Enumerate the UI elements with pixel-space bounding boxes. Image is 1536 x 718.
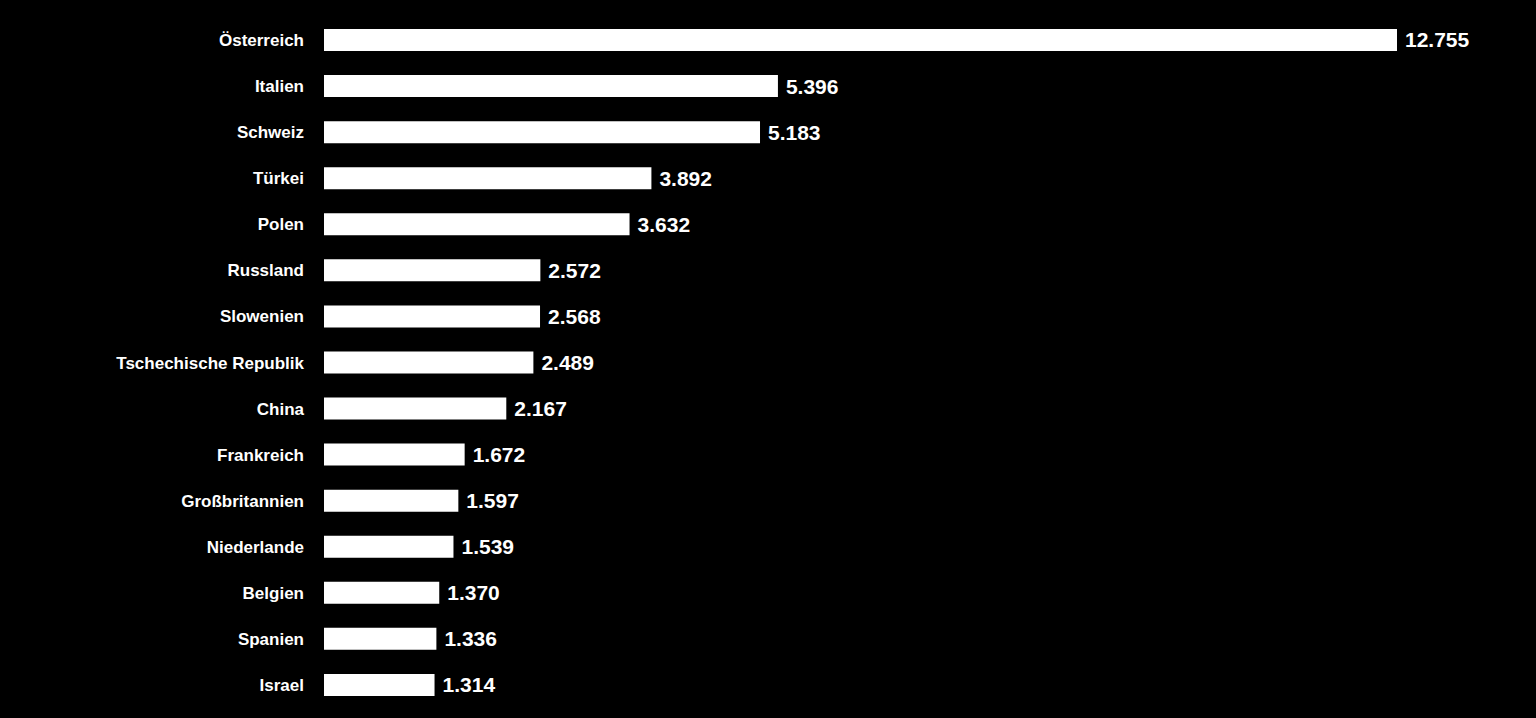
svg-text:2.167: 2.167 <box>514 397 567 420</box>
svg-text:1.370: 1.370 <box>447 581 500 604</box>
svg-text:2.489: 2.489 <box>541 351 594 374</box>
svg-text:Türkei: Türkei <box>253 169 304 188</box>
svg-text:2.568: 2.568 <box>548 305 601 328</box>
svg-text:Belgien: Belgien <box>243 584 304 603</box>
svg-text:Polen: Polen <box>258 215 304 234</box>
svg-text:5.396: 5.396 <box>786 75 839 98</box>
svg-text:1.539: 1.539 <box>461 535 514 558</box>
svg-text:3.632: 3.632 <box>638 213 691 236</box>
svg-text:1.672: 1.672 <box>473 443 526 466</box>
svg-text:5.183: 5.183 <box>768 121 821 144</box>
svg-text:Tschechische Republik: Tschechische Republik <box>116 354 304 373</box>
svg-text:Österreich: Österreich <box>219 31 304 50</box>
svg-text:Großbritannien: Großbritannien <box>181 492 304 511</box>
svg-text:12.755: 12.755 <box>1405 28 1470 51</box>
svg-text:Israel: Israel <box>260 676 304 695</box>
svg-text:Spanien: Spanien <box>238 630 304 649</box>
svg-text:1.314: 1.314 <box>443 673 496 696</box>
svg-text:1.597: 1.597 <box>466 489 519 512</box>
svg-text:3.892: 3.892 <box>659 167 712 190</box>
svg-text:Schweiz: Schweiz <box>237 123 304 142</box>
svg-text:1.336: 1.336 <box>444 627 497 650</box>
svg-text:China: China <box>257 400 305 419</box>
svg-text:2.572: 2.572 <box>548 259 601 282</box>
svg-text:Russland: Russland <box>227 261 304 280</box>
svg-text:Frankreich: Frankreich <box>217 446 304 465</box>
svg-text:Niederlande: Niederlande <box>207 538 304 557</box>
svg-text:Slowenien: Slowenien <box>220 307 304 326</box>
svg-text:Italien: Italien <box>255 77 304 96</box>
